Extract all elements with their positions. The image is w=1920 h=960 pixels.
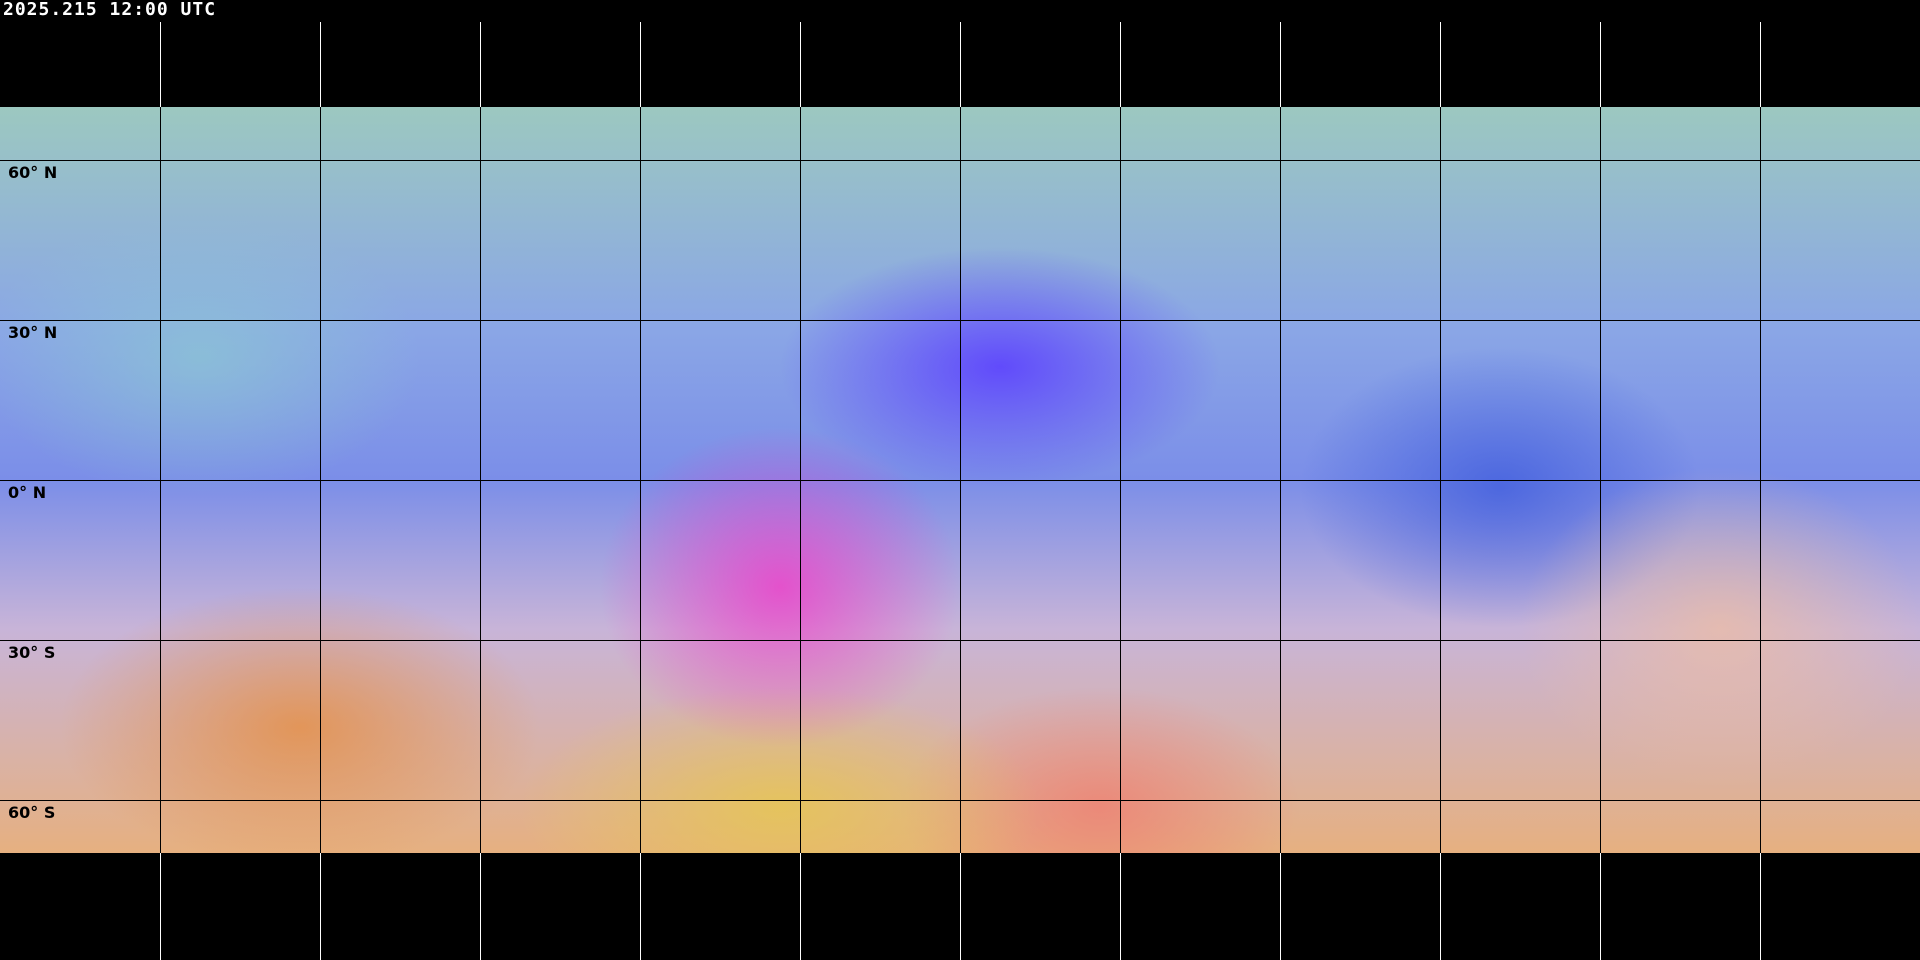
- lat-label-60n: 60° N: [8, 163, 58, 182]
- lat-label-30s: 30° S: [8, 643, 56, 662]
- lat-label-0: 0° N: [8, 483, 47, 502]
- lat-label-60s: 60° S: [8, 803, 56, 822]
- lat-label-30n: 30° N: [8, 323, 58, 342]
- timestamp: 2025.215 12:00 UTC: [3, 0, 217, 20]
